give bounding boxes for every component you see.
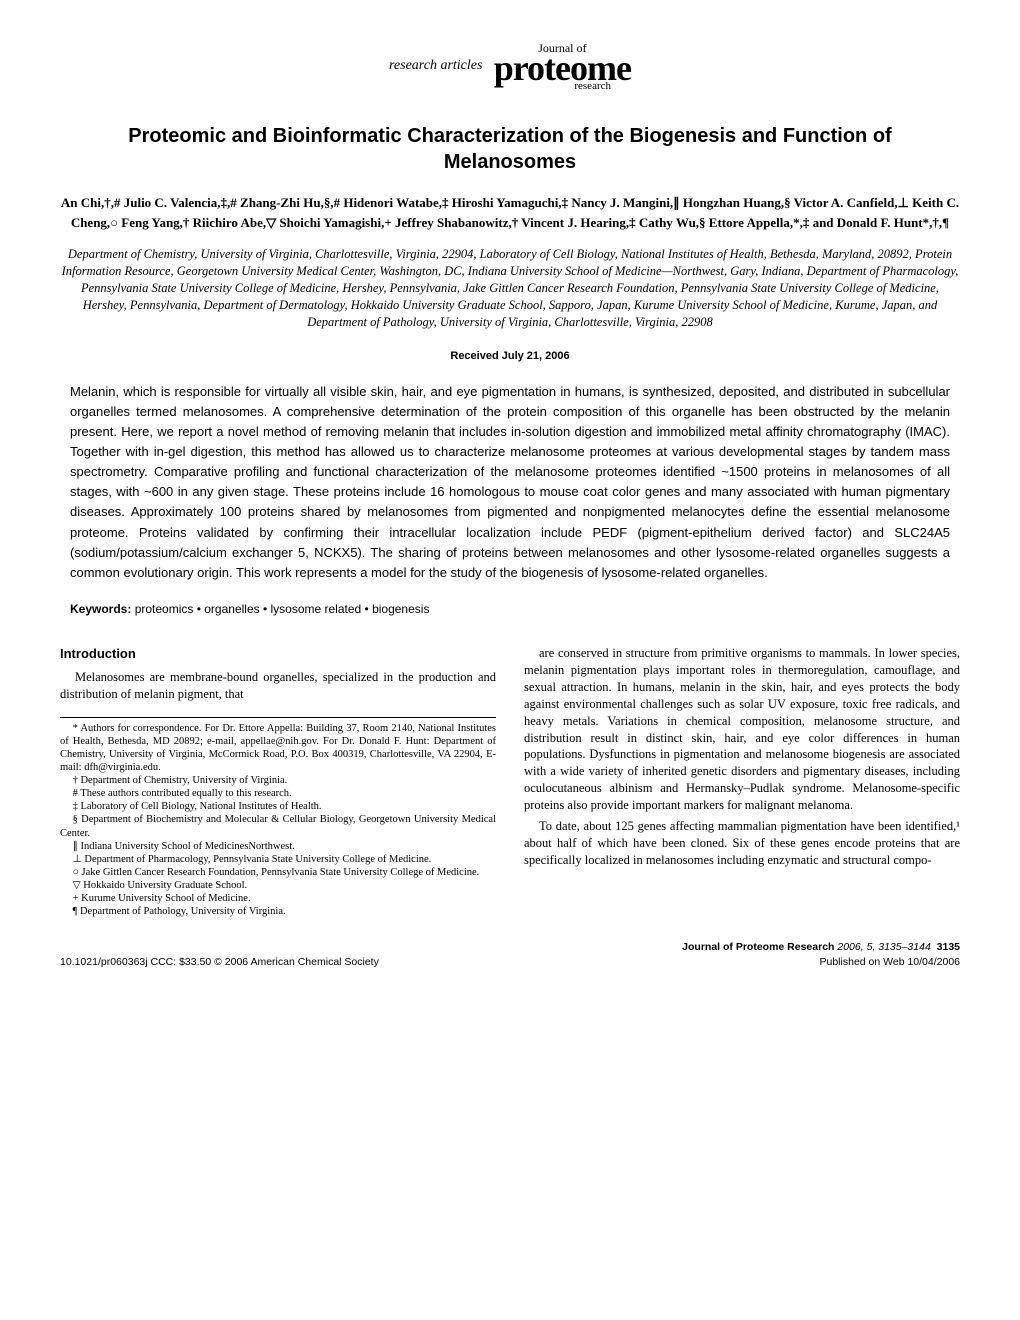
right-column: are conserved in structure from primitiv…	[524, 645, 960, 918]
journal-logo: Journal of proteome research	[494, 40, 631, 93]
footer-right: Journal of Proteome Research 2006, 5, 31…	[682, 940, 960, 968]
footnote-7: ○ Jake Gittlen Cancer Research Foundatio…	[60, 866, 496, 879]
footer-left: 10.1021/pr060363j CCC: $33.50 © 2006 Ame…	[60, 955, 379, 969]
keywords-label: Keywords:	[70, 602, 131, 616]
research-articles-label: research articles	[389, 57, 482, 76]
citation-info: 2006, 5, 3135–3144	[834, 941, 930, 953]
footnote-8: ▽ Hokkaido University Graduate School.	[60, 879, 496, 892]
received-date: Received July 21, 2006	[60, 349, 960, 364]
footnote-10: ¶ Department of Pathology, University of…	[60, 905, 496, 918]
author-list: An Chi,†,# Julio C. Valencia,‡,# Zhang-Z…	[60, 193, 960, 232]
footnote-5: ∥ Indiana University School of Medicines…	[60, 840, 496, 853]
published-date: Published on Web 10/04/2006	[682, 955, 960, 969]
page-footer: 10.1021/pr060363j CCC: $33.50 © 2006 Ame…	[60, 940, 960, 968]
article-title: Proteomic and Bioinformatic Characteriza…	[60, 123, 960, 175]
affiliations: Department of Chemistry, University of V…	[60, 246, 960, 330]
footnote-4: § Department of Biochemistry and Molecul…	[60, 813, 496, 839]
footnote-6: ⊥ Department of Pharmacology, Pennsylvan…	[60, 853, 496, 866]
body-columns: Introduction Melanosomes are membrane-bo…	[60, 645, 960, 918]
journal-name: Journal of Proteome Research	[682, 941, 834, 953]
keywords-text: proteomics • organelles • lysosome relat…	[131, 602, 429, 616]
footnote-2: # These authors contributed equally to t…	[60, 787, 496, 800]
keywords: Keywords: proteomics • organelles • lyso…	[70, 601, 950, 617]
introduction-heading: Introduction	[60, 645, 496, 663]
abstract-text: Melanin, which is responsible for virtua…	[70, 382, 950, 583]
journal-header: research articles Journal of proteome re…	[60, 40, 960, 93]
right-paragraph-2: To date, about 125 genes affecting mamma…	[524, 818, 960, 869]
left-column: Introduction Melanosomes are membrane-bo…	[60, 645, 496, 918]
footnote-9: + Kurume University School of Medicine.	[60, 892, 496, 905]
intro-paragraph-1: Melanosomes are membrane-bound organelle…	[60, 669, 496, 703]
page-number: 3135	[937, 941, 960, 953]
footnotes-block: * Authors for correspondence. For Dr. Et…	[60, 717, 496, 919]
right-paragraph-1: are conserved in structure from primitiv…	[524, 645, 960, 814]
footnote-1: † Department of Chemistry, University of…	[60, 774, 496, 787]
correspondence-footnote: * Authors for correspondence. For Dr. Et…	[60, 722, 496, 775]
footnote-3: ‡ Laboratory of Cell Biology, National I…	[60, 800, 496, 813]
